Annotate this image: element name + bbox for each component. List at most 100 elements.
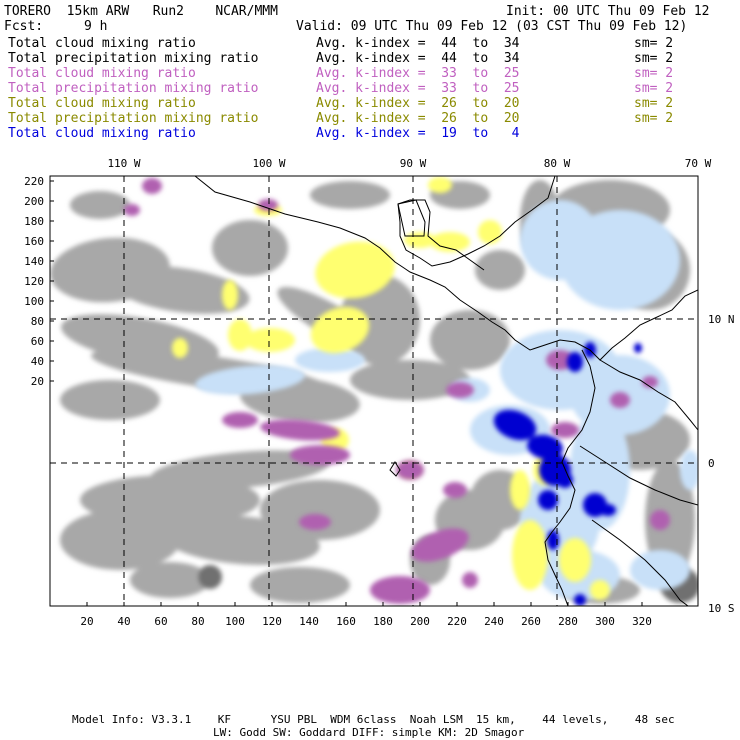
lat-lon-grid [50, 176, 698, 606]
gray-cloud-region [130, 562, 210, 598]
x-tick-label: 140 [299, 615, 319, 628]
yellow-cloud-region [228, 319, 252, 351]
purple-cloud-region [446, 382, 474, 398]
dark-blue-cloud-region [574, 594, 586, 606]
x-tick-label: 160 [336, 615, 356, 628]
latitude-label: 10 S [708, 602, 735, 615]
legend-kindex: Avg. k-index = 33 to 25 [316, 81, 520, 96]
x-tick-label: 20 [80, 615, 93, 628]
gray-cloud-region [350, 360, 470, 400]
longitude-label: 110 W [107, 157, 140, 170]
forecast-label: Fcst: [4, 19, 44, 34]
x-tick-label: 180 [373, 615, 393, 628]
cloud-fields [50, 176, 698, 606]
purple-cloud-region [290, 445, 350, 465]
legend-smoothing: sm= 2 [634, 66, 674, 81]
legend-kindex: Avg. k-index = 26 to 20 [316, 96, 520, 111]
longitude-label: 100 W [252, 157, 285, 170]
legend-field: Total cloud mixing ratio [8, 66, 196, 81]
gray-cloud-region [70, 191, 130, 219]
y-tick-label: 20 [31, 375, 44, 388]
x-tick-label: 320 [632, 615, 652, 628]
dark-blue-cloud-region [493, 409, 537, 441]
purple-cloud-region [260, 419, 340, 441]
yellow-cloud-region [590, 580, 610, 600]
gray-cloud-region [198, 565, 222, 589]
longitude-label: 90 W [400, 157, 427, 170]
purple-cloud-region [546, 350, 574, 370]
gray-cloud-region [212, 220, 288, 276]
x-tick-label: 280 [558, 615, 578, 628]
purple-cloud-region [551, 422, 579, 438]
light-blue-cloud-region [560, 210, 680, 310]
coastlines [194, 176, 698, 606]
x-tick-label: 120 [262, 615, 282, 628]
map-axes: 110 W 100 W 90 W 80 W 70 W 10 N 0 10 S 220 200 180… [24, 157, 734, 628]
legend-kindex: Avg. k-index = 44 to 34 [316, 36, 520, 51]
y-tick-label: 60 [31, 335, 44, 348]
yellow-cloud-region [404, 232, 436, 248]
dark-blue-cloud-region [634, 343, 642, 353]
light-blue-cloud-region [195, 365, 305, 395]
x-tick-label: 260 [521, 615, 541, 628]
purple-cloud-region [642, 376, 658, 388]
valid-time: Valid: 09 UTC Thu 09 Feb 12 (03 CST Thu … [296, 19, 688, 34]
purple-cloud-region [142, 178, 162, 194]
gray-cloud-region [430, 310, 510, 370]
yellow-cloud-region [430, 232, 470, 252]
yellow-cloud-region [310, 306, 370, 354]
legend-kindex: Avg. k-index = 44 to 34 [316, 51, 520, 66]
latitude-label: 10 N [708, 313, 735, 326]
purple-cloud-region [258, 199, 278, 211]
legend-field: Total precipitation mixing ratio [8, 51, 259, 66]
model-info: Model Info: V3.3.1 KF YSU PBL WDM 6class… [72, 713, 675, 726]
init-time: Init: 00 UTC Thu 09 Feb 12 [506, 4, 710, 19]
dark-blue-cloud-areas [493, 342, 642, 606]
latitude-label: 0 [708, 457, 715, 470]
plot-frame [49, 175, 699, 607]
model-title: TORERO 15km ARW Run2 NCAR/MMM [4, 4, 278, 19]
purple-cloud-region [396, 460, 424, 480]
y-tick-label: 220 [24, 175, 44, 188]
purple-cloud-region [124, 204, 140, 216]
light-blue-cloud-areas [195, 200, 698, 600]
purple-cloud-region [370, 576, 430, 604]
legend-field: Total precipitation mixing ratio [8, 111, 259, 126]
purple-cloud-region [462, 572, 478, 588]
forecast-hour: 9 h [84, 19, 108, 34]
gray-cloud-region [260, 480, 380, 540]
legend-kindex: Avg. k-index = 33 to 25 [316, 66, 520, 81]
dark-blue-cloud-region [527, 434, 563, 460]
x-tick-label: 300 [595, 615, 615, 628]
y-tick-label: 100 [24, 295, 44, 308]
gray-cloud-region [250, 567, 350, 603]
x-tick-label: 220 [447, 615, 467, 628]
legend-smoothing: sm= 2 [634, 51, 674, 66]
x-tick-label: 240 [484, 615, 504, 628]
legend-smoothing: sm= 2 [634, 81, 674, 96]
gray-cloud-region [310, 181, 390, 209]
light-blue-cloud-region [295, 348, 365, 372]
x-tick-label: 40 [117, 615, 130, 628]
purple-cloud-region [443, 482, 467, 498]
yellow-cloud-region [222, 280, 238, 310]
light-blue-cloud-region [630, 550, 690, 590]
x-tick-label: 60 [154, 615, 167, 628]
purple-cloud-region [610, 392, 630, 408]
yellow-cloud-region [172, 338, 188, 358]
y-tick-label: 180 [24, 215, 44, 228]
y-tick-label: 140 [24, 255, 44, 268]
legend-smoothing: sm= 2 [634, 96, 674, 111]
y-tick-label: 120 [24, 275, 44, 288]
purple-cloud-region [411, 528, 469, 562]
dark-blue-cloud-region [567, 352, 583, 372]
y-tick-label: 80 [31, 315, 44, 328]
yellow-cloud-region [315, 241, 395, 299]
dark-blue-cloud-region [557, 472, 573, 488]
legend-kindex: Avg. k-index = 26 to 20 [316, 111, 520, 126]
gray-cloud-region [475, 250, 525, 290]
x-tick-label: 100 [225, 615, 245, 628]
legend-smoothing: sm= 2 [634, 36, 674, 51]
light-blue-cloud-region [680, 450, 698, 490]
